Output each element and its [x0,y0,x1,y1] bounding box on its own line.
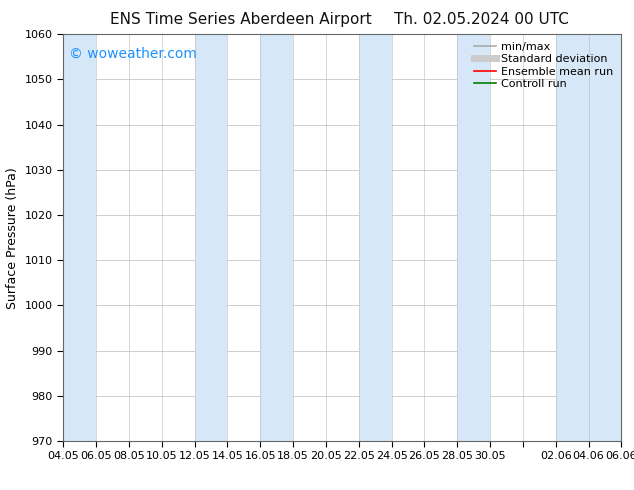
Text: ENS Time Series Aberdeen Airport: ENS Time Series Aberdeen Airport [110,12,372,27]
Bar [359,34,392,441]
Legend: min/max, Standard deviation, Ensemble mean run, Controll run: min/max, Standard deviation, Ensemble me… [469,38,618,93]
Bar [195,34,228,441]
Text: © woweather.com: © woweather.com [69,47,197,60]
Bar [457,34,490,441]
Bar [261,34,293,441]
Text: Th. 02.05.2024 00 UTC: Th. 02.05.2024 00 UTC [394,12,569,27]
Y-axis label: Surface Pressure (hPa): Surface Pressure (hPa) [6,167,19,309]
Bar [63,34,96,441]
Bar [555,34,621,441]
